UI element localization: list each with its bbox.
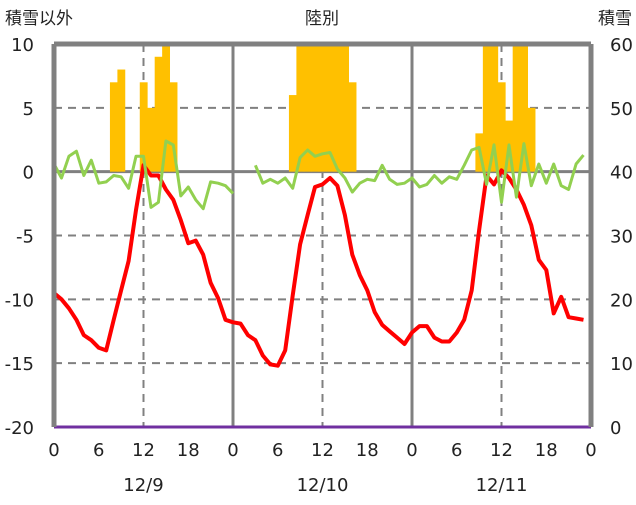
left-axis-tick-label: -10: [5, 290, 34, 311]
snow-bar: [139, 82, 148, 172]
snow-bar: [497, 82, 506, 172]
x-axis-tick-label: 18: [356, 440, 379, 461]
right-axis-tick-label: 30: [610, 227, 633, 248]
x-axis-tick-label: 0: [227, 440, 238, 461]
right-axis-tick-label: 10: [610, 354, 633, 375]
x-axis-tick-label: 6: [272, 440, 283, 461]
secondary-series-line: [254, 142, 585, 204]
snow-bar: [527, 107, 536, 172]
left-axis-tick-label: -15: [5, 354, 34, 375]
snow-bar: [154, 56, 163, 172]
date-label: 12/9: [123, 475, 163, 496]
left-axis-tick-label: 5: [23, 99, 34, 120]
x-axis-tick-label: 6: [93, 440, 104, 461]
x-axis-tick-label: 0: [406, 440, 417, 461]
snow-bar: [288, 95, 297, 172]
snow-bar: [147, 107, 156, 172]
snow-bar: [490, 44, 499, 172]
snow-bar: [303, 44, 312, 172]
date-label: 12/10: [297, 475, 349, 496]
snow-bar: [296, 44, 305, 172]
snow-bar: [512, 44, 521, 172]
secondary-series-line: [52, 139, 235, 211]
left-axis-tick-label: -5: [16, 227, 34, 248]
x-axis-tick-label: 0: [585, 440, 596, 461]
right-axis-tick-label: 60: [610, 35, 633, 56]
snow-bar: [482, 44, 491, 172]
left-axis-title: 積雪以外: [5, 9, 73, 29]
snow-bar: [341, 44, 350, 172]
temperature-series-line: [52, 163, 584, 368]
x-axis-tick-label: 12: [132, 440, 155, 461]
left-axis-tick-label: -20: [5, 418, 34, 439]
left-axis-tick-label: 10: [11, 35, 34, 56]
snow-bar: [333, 44, 342, 172]
right-axis-tick-label: 0: [610, 418, 621, 439]
x-axis-tick-label: 0: [48, 440, 59, 461]
date-label: 12/11: [476, 475, 528, 496]
snow-bar: [520, 44, 529, 172]
snow-bar: [318, 44, 327, 172]
x-axis-tick-label: 12: [490, 440, 513, 461]
x-axis-tick-label: 6: [451, 440, 462, 461]
snow-bar: [326, 44, 335, 172]
right-axis-tick-label: 50: [610, 99, 633, 120]
snow-bar: [169, 82, 178, 172]
x-axis-tick-label: 18: [535, 440, 558, 461]
snow-bar: [109, 82, 118, 172]
snow-bar: [348, 82, 357, 172]
x-axis-tick-label: 18: [177, 440, 200, 461]
chart-title: 陸別: [305, 9, 339, 29]
snow-bar: [162, 44, 171, 172]
snow-bar: [311, 44, 320, 172]
right-axis-tick-label: 20: [610, 290, 633, 311]
x-axis-tick-label: 12: [311, 440, 334, 461]
snow-bar: [117, 69, 126, 172]
left-axis-tick-label: 0: [23, 163, 34, 184]
right-axis-tick-label: 40: [610, 163, 633, 184]
right-axis-title: 積雪: [598, 9, 632, 29]
